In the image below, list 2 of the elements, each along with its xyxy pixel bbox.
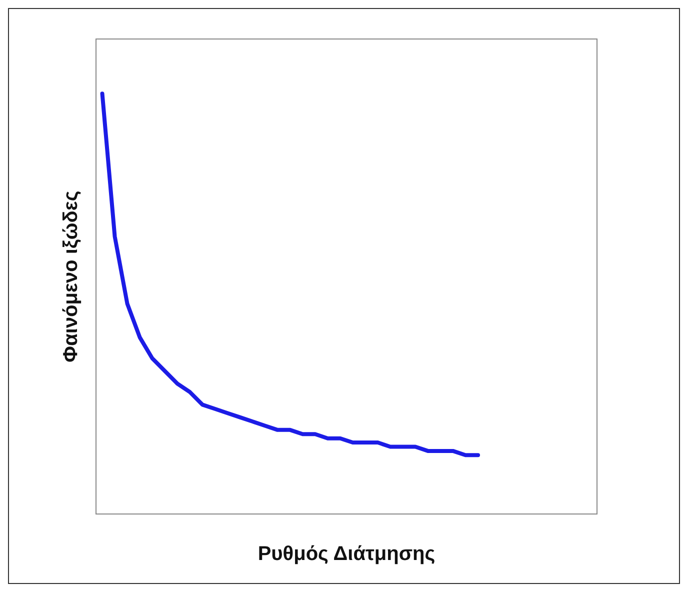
y-axis-title: Φαινόμενο ιξώδες bbox=[60, 190, 82, 362]
x-axis-title: Ρυθμός Διάτμησης bbox=[258, 543, 436, 565]
